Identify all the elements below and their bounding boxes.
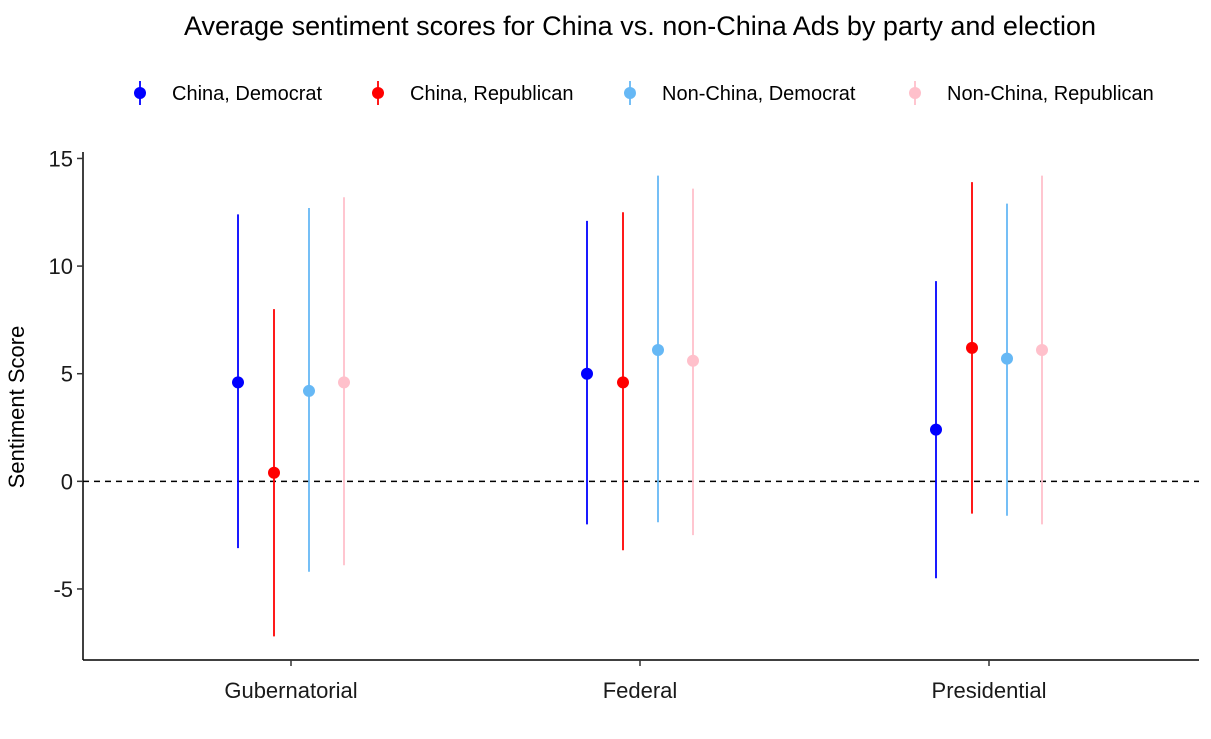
y-axis-title: Sentiment Score: [4, 326, 29, 489]
y-tick-label: 0: [61, 469, 73, 494]
chart-title: Average sentiment scores for China vs. n…: [184, 11, 1096, 41]
mean-point: [581, 367, 593, 380]
legend-key-point: [909, 87, 921, 99]
mean-point: [303, 384, 315, 397]
mean-point: [617, 376, 629, 389]
mean-point: [268, 466, 280, 479]
legend-label: Non-China, Democrat: [662, 83, 856, 105]
mean-point: [966, 341, 978, 354]
mean-point: [1036, 344, 1048, 357]
mean-point: [930, 423, 942, 436]
mean-point: [687, 354, 699, 367]
x-tick-label: Federal: [603, 678, 678, 703]
legend: China, Democrat China, Republican Non-Chin…: [134, 81, 1154, 105]
axes: -5 0 5 10 15 Gubernatorial Federal Presidential: [49, 146, 1199, 703]
y-tick-label: 15: [49, 146, 73, 171]
mean-point: [338, 376, 350, 389]
y-tick-label: 5: [61, 362, 73, 387]
legend-label: China, Republican: [410, 83, 573, 105]
legend-key-point: [372, 87, 384, 99]
plot-marks: [83, 175, 1199, 637]
legend-key-point: [624, 87, 636, 99]
x-tick-label: Presidential: [932, 678, 1047, 703]
mean-point: [652, 344, 664, 357]
mean-point: [232, 376, 244, 389]
y-tick-label: 10: [49, 254, 73, 279]
y-tick-label: -5: [53, 577, 73, 602]
x-tick-label: Gubernatorial: [224, 678, 357, 703]
legend-label: China, Democrat: [172, 83, 323, 105]
legend-label: Non-China, Republican: [947, 83, 1154, 105]
legend-key-point: [134, 87, 146, 99]
mean-point: [1001, 352, 1013, 365]
